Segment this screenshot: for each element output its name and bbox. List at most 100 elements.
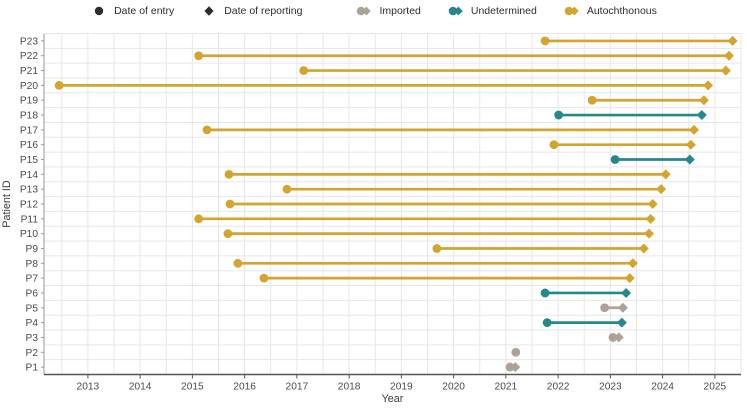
reporting-marker xyxy=(621,287,632,298)
entry-marker xyxy=(299,66,309,75)
circle-diamond-legend-icon xyxy=(355,5,373,17)
y-tick-label: P10 xyxy=(20,229,38,240)
reporting-marker xyxy=(696,110,707,121)
entry-marker xyxy=(505,362,515,372)
y-tick-label: P3 xyxy=(26,333,39,344)
entry-marker xyxy=(233,258,243,268)
entry-marker xyxy=(587,95,597,105)
y-axis-title: Patient ID xyxy=(1,180,13,228)
patient-row-p13 xyxy=(282,184,667,195)
patient-row-p3 xyxy=(608,332,624,343)
patient-row-p8 xyxy=(233,258,638,269)
patient-row-p9 xyxy=(432,243,649,254)
reporting-marker xyxy=(685,139,696,150)
legend-item-imported: Imported xyxy=(355,5,421,17)
patient-row-p20 xyxy=(54,80,714,91)
reporting-marker xyxy=(510,362,521,373)
y-tick-label: P18 xyxy=(20,111,38,122)
legend-item-label: Autochthonous xyxy=(586,5,657,17)
y-tick-label: P2 xyxy=(26,348,39,359)
x-tick-label: 2017 xyxy=(286,382,309,393)
patient-row-p5 xyxy=(600,302,628,313)
entry-marker xyxy=(54,80,64,90)
patient-row-p6 xyxy=(540,287,632,298)
legend-item-label: Imported xyxy=(379,5,421,17)
reporting-marker xyxy=(644,228,655,239)
y-tick-label: P21 xyxy=(20,66,38,77)
y-tick-label: P12 xyxy=(20,200,38,211)
entry-marker xyxy=(554,110,564,120)
entry-marker xyxy=(610,155,620,164)
reporting-marker xyxy=(660,169,671,180)
reporting-marker xyxy=(684,154,695,165)
x-tick-label: 2013 xyxy=(77,382,100,393)
entry-marker xyxy=(224,169,234,179)
patient-row-p4 xyxy=(542,317,627,328)
legend-item-label: Date of entry xyxy=(114,5,175,17)
y-tick-label: P14 xyxy=(20,170,38,181)
circle-diamond-legend-icon xyxy=(447,5,465,17)
reporting-marker xyxy=(647,199,658,209)
legend-item-label: Undetermined xyxy=(470,5,537,17)
legend-item-date-of-reporting: Date of reporting xyxy=(200,5,302,17)
patient-row-p17 xyxy=(202,124,699,135)
entry-marker xyxy=(542,318,552,328)
patient-row-p19 xyxy=(587,95,709,106)
reporting-marker xyxy=(720,65,731,76)
patient-row-p16 xyxy=(549,139,696,150)
entry-marker xyxy=(540,288,550,298)
x-tick-label: 2019 xyxy=(390,382,413,393)
x-tick-label: 2025 xyxy=(704,382,727,393)
patient-row-p10 xyxy=(223,228,655,239)
x-tick-label: 2015 xyxy=(181,382,204,393)
y-tick-label: P8 xyxy=(26,259,39,270)
entry-marker xyxy=(202,125,212,135)
legend-item-autochthonous: Autochthonous xyxy=(563,5,657,17)
patient-row-p18 xyxy=(554,110,707,121)
y-tick-label: P23 xyxy=(20,36,38,47)
reporting-marker xyxy=(627,258,638,269)
entry-marker xyxy=(223,229,233,239)
x-tick-label: 2018 xyxy=(338,382,361,393)
entry-marker xyxy=(511,347,521,357)
patient-row-p22 xyxy=(194,50,734,61)
x-tick-label: 2014 xyxy=(129,382,152,393)
reporting-marker xyxy=(617,302,628,313)
y-tick-label: P7 xyxy=(26,274,39,285)
y-tick-label: P4 xyxy=(26,318,39,329)
reporting-marker xyxy=(624,273,635,284)
y-tick-label: P17 xyxy=(20,125,38,136)
x-tick-label: 2022 xyxy=(547,382,570,393)
entry-marker xyxy=(259,273,269,283)
y-tick-label: P1 xyxy=(26,363,39,374)
entry-marker xyxy=(194,51,204,61)
x-tick-label: 2020 xyxy=(442,382,465,393)
entry-marker xyxy=(194,214,204,224)
y-tick-label: P20 xyxy=(20,81,38,92)
y-tick-label: P19 xyxy=(20,96,38,107)
y-tick-label: P11 xyxy=(21,214,39,225)
patient-row-p11 xyxy=(194,213,656,224)
reporting-marker xyxy=(616,317,627,328)
x-tick-label: 2021 xyxy=(495,382,518,393)
reporting-marker xyxy=(613,332,624,343)
patient-row-p14 xyxy=(224,169,671,180)
entry-marker xyxy=(540,36,550,46)
x-tick-label: 2024 xyxy=(651,382,674,393)
entry-marker xyxy=(432,244,442,253)
y-tick-label: P13 xyxy=(20,185,38,196)
reporting-marker xyxy=(723,50,734,61)
reporting-marker xyxy=(638,243,649,254)
entry-marker xyxy=(282,184,292,194)
reporting-marker xyxy=(645,213,656,224)
reporting-marker xyxy=(727,35,738,46)
y-tick-label: P9 xyxy=(26,244,39,255)
patient-row-p7 xyxy=(259,273,635,284)
patient-row-p23 xyxy=(540,35,738,46)
y-tick-label: P16 xyxy=(20,140,38,151)
patient-row-p1 xyxy=(505,362,521,373)
y-tick-label: P5 xyxy=(26,303,39,314)
patient-row-p21 xyxy=(299,65,731,76)
